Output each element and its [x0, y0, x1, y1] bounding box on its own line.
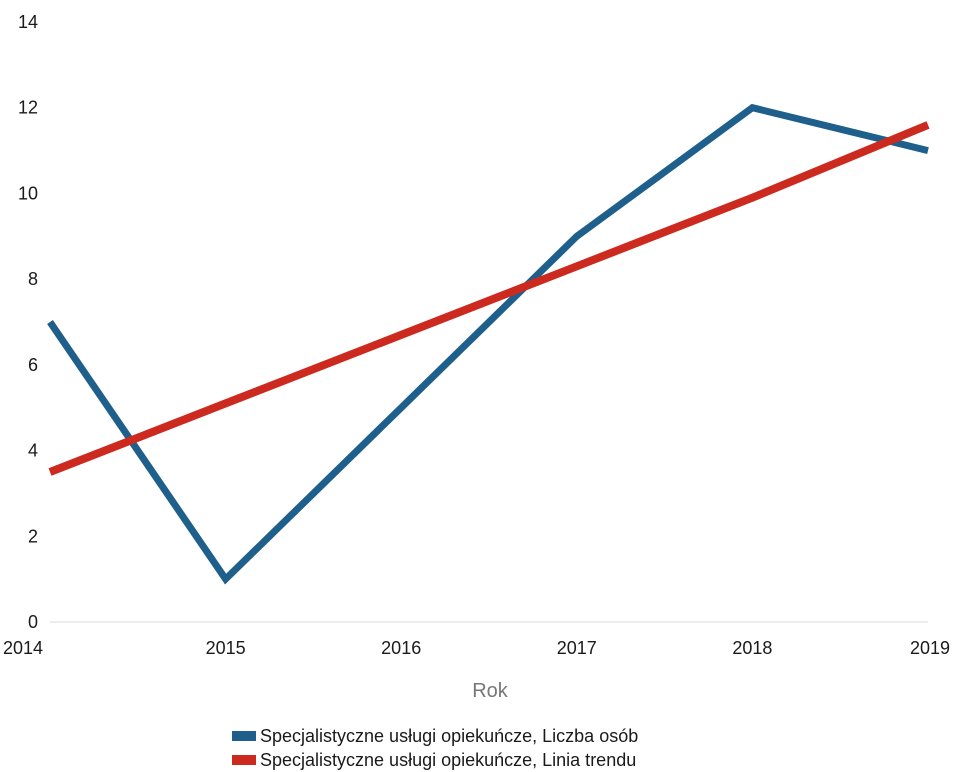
series-layer — [47, 103, 930, 585]
legend-item-liczba-osob: Specjalistyczne usługi opiekuńcze, Liczb… — [232, 724, 638, 748]
x-tick-label: 2016 — [381, 638, 421, 658]
x-tick-label: 2014 — [3, 638, 43, 658]
legend-swatch-linia-trendu — [232, 755, 256, 765]
y-tick-label: 10 — [18, 183, 38, 203]
series-line-liczba-osob — [47, 103, 929, 585]
x-axis-ticks: 2014 2015 2016 2017 2018 2019 — [3, 638, 950, 658]
y-tick-label: 14 — [18, 12, 38, 32]
x-tick-label: 2015 — [206, 638, 246, 658]
y-tick-label: 4 — [28, 441, 38, 461]
legend-label-liczba-osob: Specjalistyczne usługi opiekuńcze, Liczb… — [260, 726, 639, 746]
legend-item-linia-trendu: Specjalistyczne usługi opiekuńcze, Linia… — [232, 748, 638, 772]
x-axis-title: Rok — [472, 680, 509, 702]
y-tick-label: 8 — [28, 269, 38, 289]
y-tick-label: 2 — [28, 526, 38, 546]
y-axis-ticks: 0 2 4 6 8 10 12 14 — [18, 12, 38, 632]
y-tick-label: 6 — [28, 355, 38, 375]
legend-label-linia-trendu: Specjalistyczne usługi opiekuńcze, Linia… — [260, 750, 637, 770]
legend: Specjalistyczne usługi opiekuńcze, Liczb… — [232, 724, 638, 772]
y-tick-label: 12 — [18, 98, 38, 118]
x-tick-label: 2017 — [557, 638, 597, 658]
y-tick-label: 0 — [28, 612, 38, 632]
legend-swatch-liczba-osob — [232, 731, 256, 741]
series-line-linia-trendu — [48, 121, 930, 476]
x-tick-label: 2019 — [910, 638, 950, 658]
x-tick-label: 2018 — [732, 638, 772, 658]
